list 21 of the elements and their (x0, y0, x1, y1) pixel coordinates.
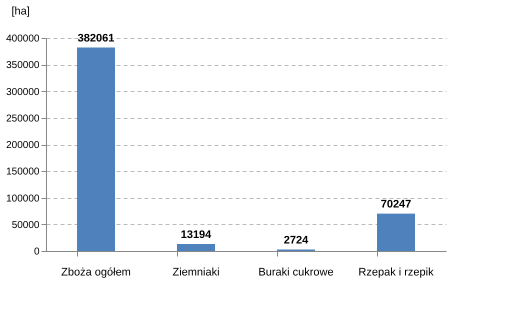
x-tick-label: Buraki cukrowe (258, 266, 334, 278)
y-tick-label: 100000 (6, 193, 40, 204)
y-tick-label: 150000 (6, 166, 40, 178)
data-label: 382061 (78, 32, 114, 45)
x-tick-label: Rzepak i rzepik (358, 266, 434, 278)
data-label: 2724 (284, 234, 310, 247)
bar (77, 48, 115, 251)
y-tick-label: 250000 (6, 113, 40, 124)
data-label: 13194 (180, 228, 212, 241)
bar (177, 244, 215, 251)
x-tick-label: Zboża ogółem (61, 266, 131, 278)
y-tick-label: 50000 (12, 220, 40, 231)
y-tick-label: 300000 (6, 86, 40, 98)
y-tick-label: 200000 (6, 140, 40, 151)
y-tick-label: 0 (34, 246, 40, 258)
y-tick-label: 350000 (6, 60, 40, 72)
data-label: 70247 (380, 198, 412, 211)
y-axis-title: [ha] (12, 6, 30, 18)
bar (377, 214, 415, 251)
y-tick-label: 400000 (6, 34, 40, 44)
x-tick-label: Ziemniaki (172, 266, 220, 278)
